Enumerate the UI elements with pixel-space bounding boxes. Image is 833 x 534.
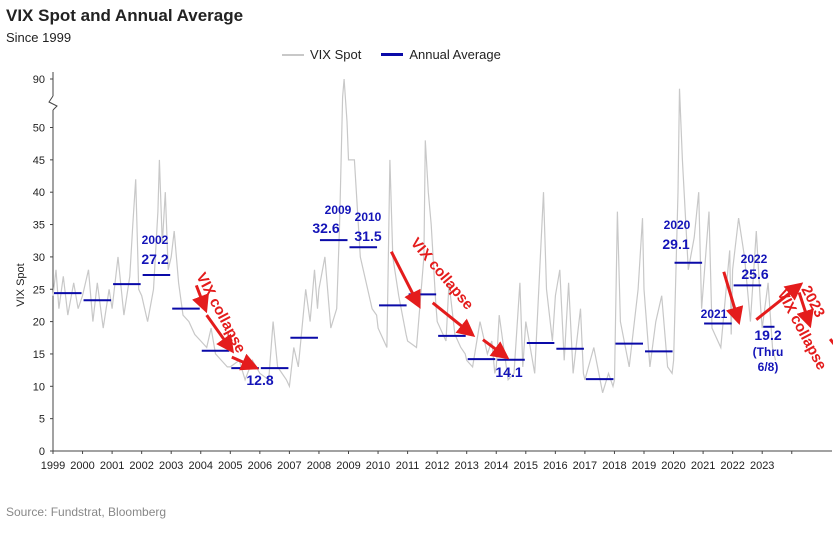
chart-legend: VIX Spot Annual Average bbox=[282, 47, 501, 62]
average-value-label: 12.8 bbox=[246, 372, 273, 388]
red-arrow bbox=[796, 292, 814, 329]
y-tick-label: 35 bbox=[33, 220, 45, 232]
red-arrow bbox=[431, 301, 476, 337]
legend-label-vix-spot: VIX Spot bbox=[310, 47, 362, 62]
x-tick-label: 2013 bbox=[454, 460, 478, 472]
legend-swatch-vix-spot bbox=[282, 53, 304, 56]
x-tick-label: 2003 bbox=[159, 460, 183, 472]
vix-collapse-annotation: VIX collapse bbox=[407, 235, 477, 314]
vix-spot-series bbox=[52, 78, 777, 393]
average-value-label: 29.1 bbox=[662, 236, 689, 252]
y-tick-label: 0 bbox=[39, 446, 45, 458]
vix-collapse-annotation: VIX collapse bbox=[192, 270, 248, 356]
average-value-label: 31.5 bbox=[354, 228, 381, 244]
x-tick-label: 2021 bbox=[691, 460, 715, 472]
x-tick-label: 2000 bbox=[70, 460, 94, 472]
red-arrow bbox=[722, 271, 744, 326]
y-axis-break-mark bbox=[48, 95, 58, 111]
year-label: 2022 bbox=[741, 252, 768, 266]
x-tick-label: 2015 bbox=[514, 460, 538, 472]
y-tick-label: 20 bbox=[33, 317, 45, 329]
y-tick-label: 40 bbox=[33, 187, 45, 199]
x-tick-label: 2014 bbox=[484, 460, 508, 472]
x-tick-label: 2002 bbox=[129, 460, 153, 472]
x-tick-label: 2007 bbox=[277, 460, 301, 472]
year-label: 2020 bbox=[664, 218, 691, 232]
year-label: 2002 bbox=[142, 233, 169, 247]
x-tick-label: 2012 bbox=[425, 460, 449, 472]
red-arrow bbox=[231, 353, 260, 371]
x-tick-label: 2001 bbox=[100, 460, 124, 472]
x-tick-label: 2010 bbox=[366, 460, 390, 472]
y-tick-label: 50 bbox=[33, 123, 45, 135]
x-tick-label: 2019 bbox=[632, 460, 656, 472]
average-value-note: 6/8) bbox=[758, 360, 779, 374]
average-value-label: 14.1 bbox=[495, 364, 522, 380]
x-tick-label: 2004 bbox=[189, 460, 213, 472]
x-tick-label: 1999 bbox=[41, 460, 65, 472]
x-tick-label: 2006 bbox=[248, 460, 272, 472]
y-tick-label: 90 bbox=[33, 74, 45, 86]
y-tick-label: 15 bbox=[33, 349, 45, 361]
average-value-label: 27.2 bbox=[141, 251, 168, 267]
chart-axes: 0 5 10 15 20 25 30 35 40 45 50 90 VIX Spot 1999 2000 20… bbox=[15, 72, 832, 472]
average-value-label: 19.2 bbox=[754, 327, 781, 343]
y-tick-label: 5 bbox=[39, 414, 45, 426]
x-tick-label: 2022 bbox=[720, 460, 744, 472]
chart-title: VIX Spot and Annual Average bbox=[6, 6, 244, 25]
x-tick-label: 2009 bbox=[336, 460, 360, 472]
year-label: 2009 bbox=[325, 203, 352, 217]
y-tick-label: 30 bbox=[33, 252, 45, 264]
y-tick-label: 10 bbox=[33, 381, 45, 393]
chart-source: Source: Fundstrat, Bloomberg bbox=[6, 505, 167, 519]
average-value-label: 32.6 bbox=[312, 220, 339, 236]
average-value-note: (Thru bbox=[753, 345, 784, 359]
y-tick-label: 25 bbox=[33, 284, 45, 296]
y-axis-label: VIX Spot bbox=[15, 263, 27, 306]
x-tick-label: 2018 bbox=[602, 460, 626, 472]
vix-spot-line bbox=[52, 78, 777, 393]
red-arrow bbox=[390, 251, 421, 309]
red-arrow bbox=[192, 284, 209, 314]
chart-subtitle: Since 1999 bbox=[6, 30, 72, 45]
value-labels: 2002 27.2 12.8 2009 32.6 2010 31.5 14.1 2020 29.1… bbox=[141, 203, 783, 388]
x-tick-label: 2017 bbox=[573, 460, 597, 472]
x-tick-label: 2008 bbox=[307, 460, 331, 472]
legend-label-annual-average: Annual Average bbox=[409, 47, 501, 62]
legend-swatch-annual-average bbox=[381, 53, 404, 56]
x-tick-label: 2005 bbox=[218, 460, 242, 472]
red-arrow bbox=[205, 314, 235, 354]
average-value-label: 25.6 bbox=[741, 266, 768, 282]
red-arrow bbox=[755, 282, 804, 321]
x-tick-label: 2020 bbox=[661, 460, 685, 472]
year-label: 2021 bbox=[701, 307, 728, 321]
x-tick-label: 2023 bbox=[750, 460, 774, 472]
red-arrow bbox=[482, 338, 510, 360]
x-tick-label: 2016 bbox=[543, 460, 567, 472]
year-label: 2010 bbox=[355, 210, 382, 224]
x-tick-label: 2011 bbox=[396, 460, 420, 472]
y-tick-label: 45 bbox=[33, 155, 45, 167]
